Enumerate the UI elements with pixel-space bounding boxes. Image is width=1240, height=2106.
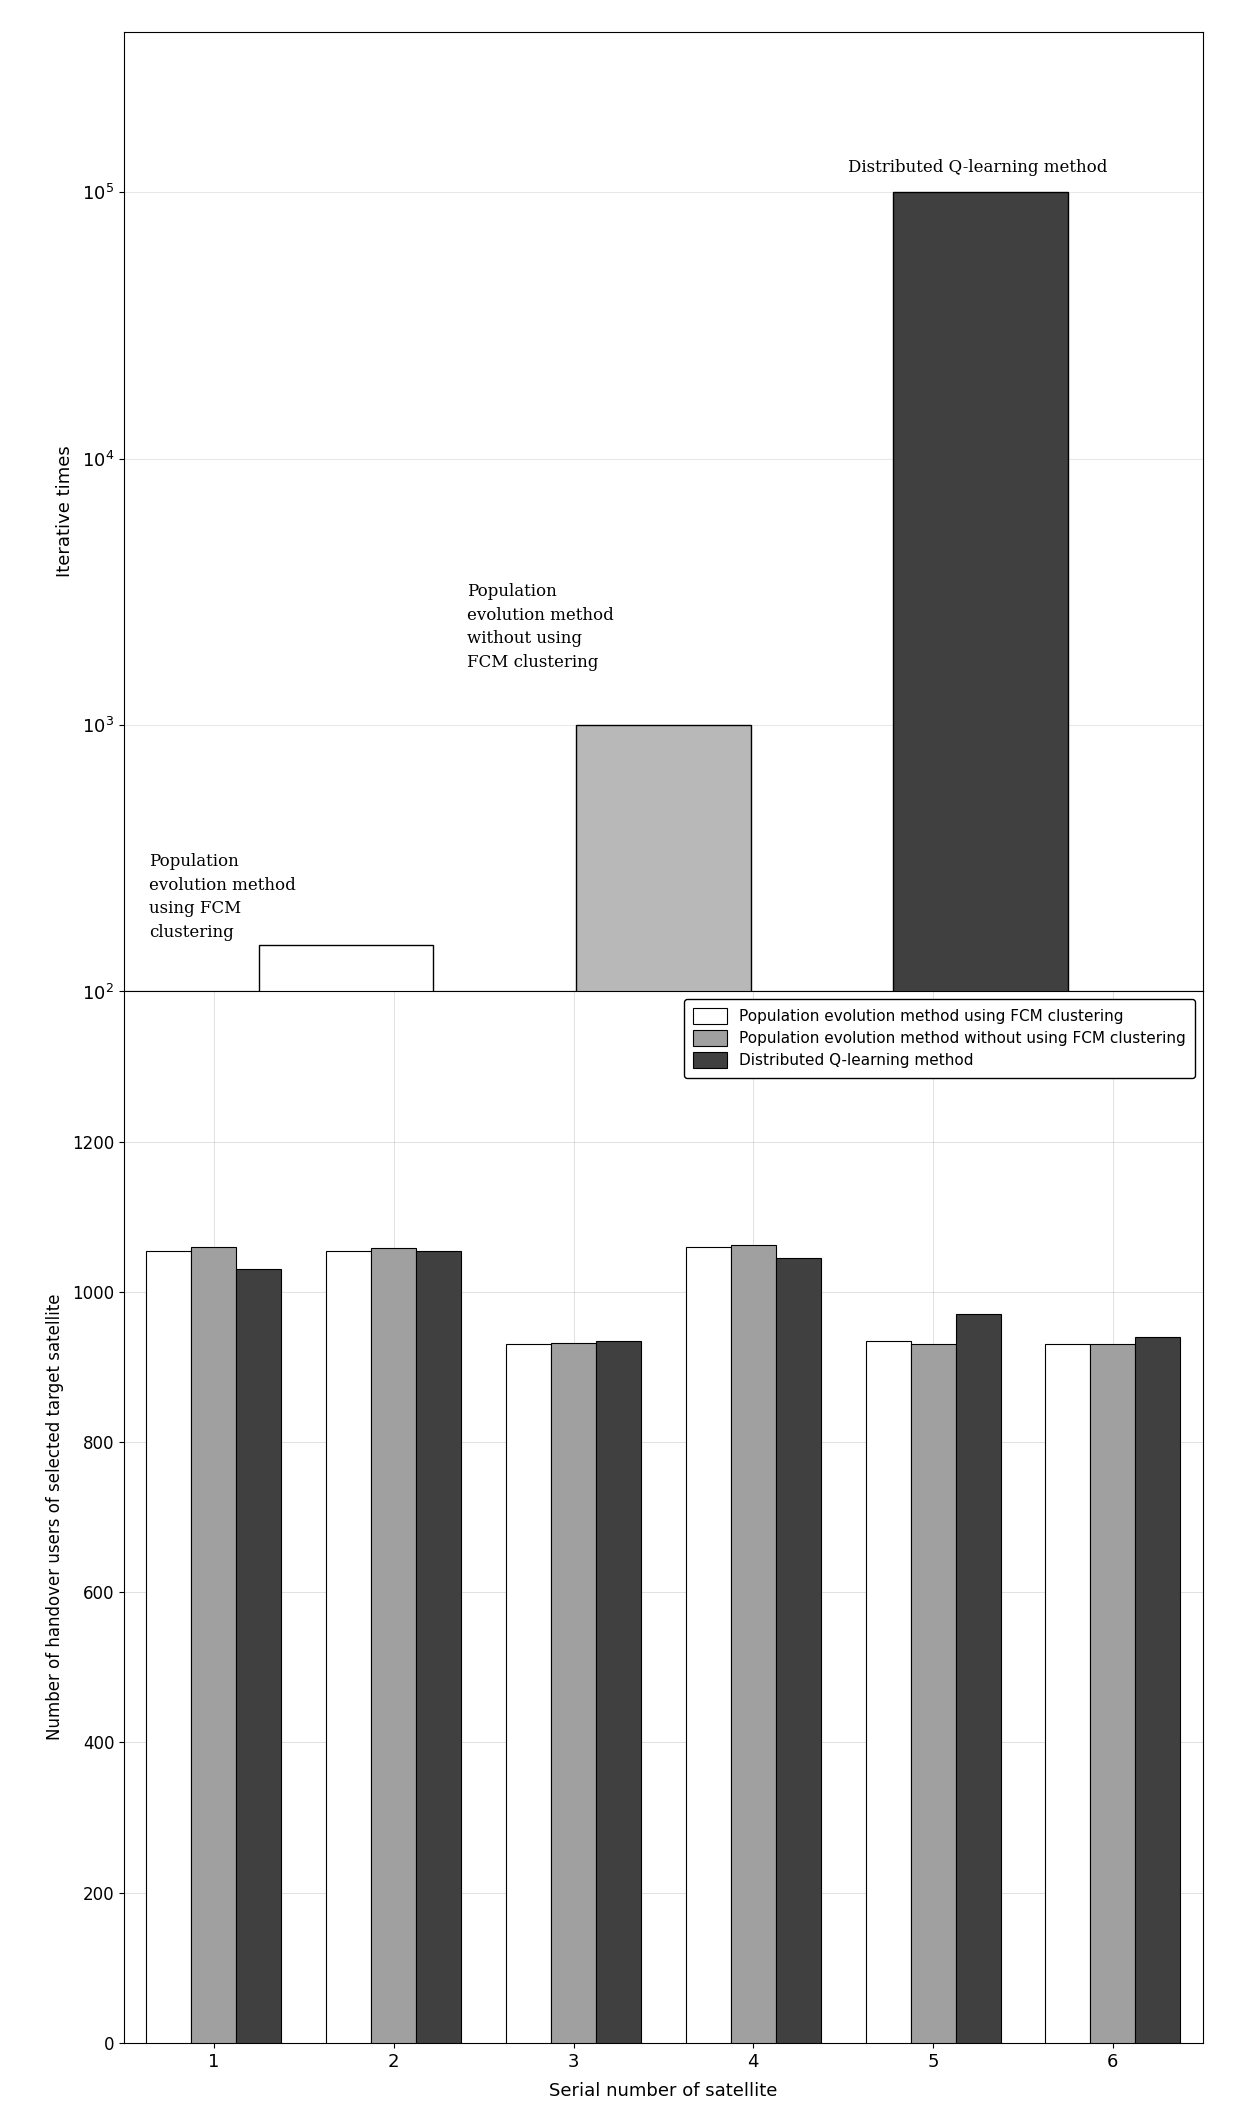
Bar bbox=[686, 1247, 730, 2043]
Bar bbox=[1045, 1344, 1090, 2043]
Bar bbox=[910, 1344, 956, 2043]
Bar bbox=[577, 724, 750, 2106]
Bar bbox=[894, 192, 1068, 2106]
Bar bbox=[551, 1344, 596, 2043]
Text: Population
evolution method
without using
FCM clustering: Population evolution method without usin… bbox=[466, 583, 614, 670]
Bar bbox=[371, 1249, 417, 2043]
Bar bbox=[146, 1251, 191, 2043]
Bar bbox=[776, 1257, 821, 2043]
Bar bbox=[326, 1251, 371, 2043]
Bar bbox=[506, 1344, 551, 2043]
Bar bbox=[237, 1270, 281, 2043]
Bar bbox=[417, 1251, 461, 2043]
Bar bbox=[191, 1247, 237, 2043]
Legend: Population evolution method using FCM clustering, Population evolution method wi: Population evolution method using FCM cl… bbox=[684, 998, 1195, 1078]
X-axis label: Inter-satellite handover methods: Inter-satellite handover methods bbox=[516, 1002, 811, 1021]
Text: Population
evolution method
using FCM
clustering: Population evolution method using FCM cl… bbox=[149, 853, 296, 941]
X-axis label: Serial number of satellite: Serial number of satellite bbox=[549, 2081, 777, 2100]
Bar bbox=[259, 946, 433, 2106]
Text: FIG. 3: FIG. 3 bbox=[629, 1116, 698, 1137]
Bar bbox=[1136, 1337, 1180, 2043]
Bar bbox=[866, 1342, 910, 2043]
Bar bbox=[956, 1314, 1001, 2043]
Text: Distributed Q-learning method: Distributed Q-learning method bbox=[848, 158, 1107, 177]
Bar bbox=[730, 1245, 776, 2043]
Bar bbox=[1090, 1344, 1136, 2043]
Y-axis label: Number of handover users of selected target satellite: Number of handover users of selected tar… bbox=[46, 1293, 63, 1740]
Y-axis label: Iterative times: Iterative times bbox=[56, 446, 73, 577]
Bar bbox=[596, 1342, 641, 2043]
